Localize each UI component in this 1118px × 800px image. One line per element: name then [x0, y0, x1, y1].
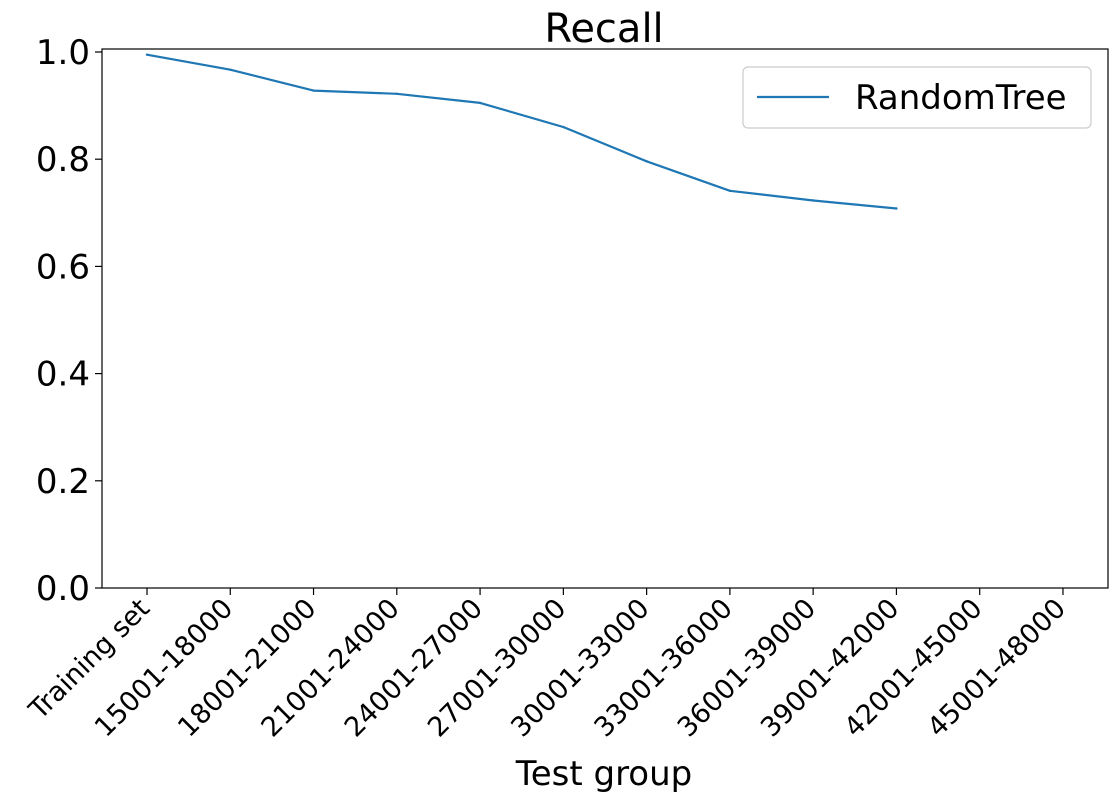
y-tick-label: 1.0 [36, 33, 90, 73]
data-point [478, 101, 482, 105]
data-point [811, 199, 815, 202]
legend-label: RandomTree [855, 78, 1067, 118]
y-tick-label: 0.6 [36, 247, 90, 287]
y-tick-label: 0.8 [36, 140, 90, 180]
data-point [229, 68, 232, 71]
data-point [562, 125, 565, 129]
y-tick-label: 0.0 [36, 569, 90, 609]
data-point [395, 92, 399, 96]
x-axis-ticks: Training set15001-1800018001-2100021001-… [23, 588, 1072, 743]
data-point [145, 53, 149, 56]
series-lines [145, 53, 898, 210]
data-point [645, 160, 648, 163]
data-point [312, 89, 315, 92]
y-tick-label: 0.4 [36, 355, 90, 395]
data-point [728, 189, 732, 193]
data-point [895, 207, 898, 210]
chart-title: Recall [544, 6, 663, 52]
y-tick-label: 0.2 [36, 462, 90, 502]
x-axis-label: Test group [515, 754, 693, 794]
legend-box [742, 66, 1092, 129]
plot-area-frame [101, 48, 1109, 589]
series-line-randomtree [146, 53, 897, 210]
y-axis-ticks: 0.0 0.2 0.4 0.6 0.8 1.0 [36, 33, 102, 609]
legend: RandomTree [742, 66, 1092, 129]
